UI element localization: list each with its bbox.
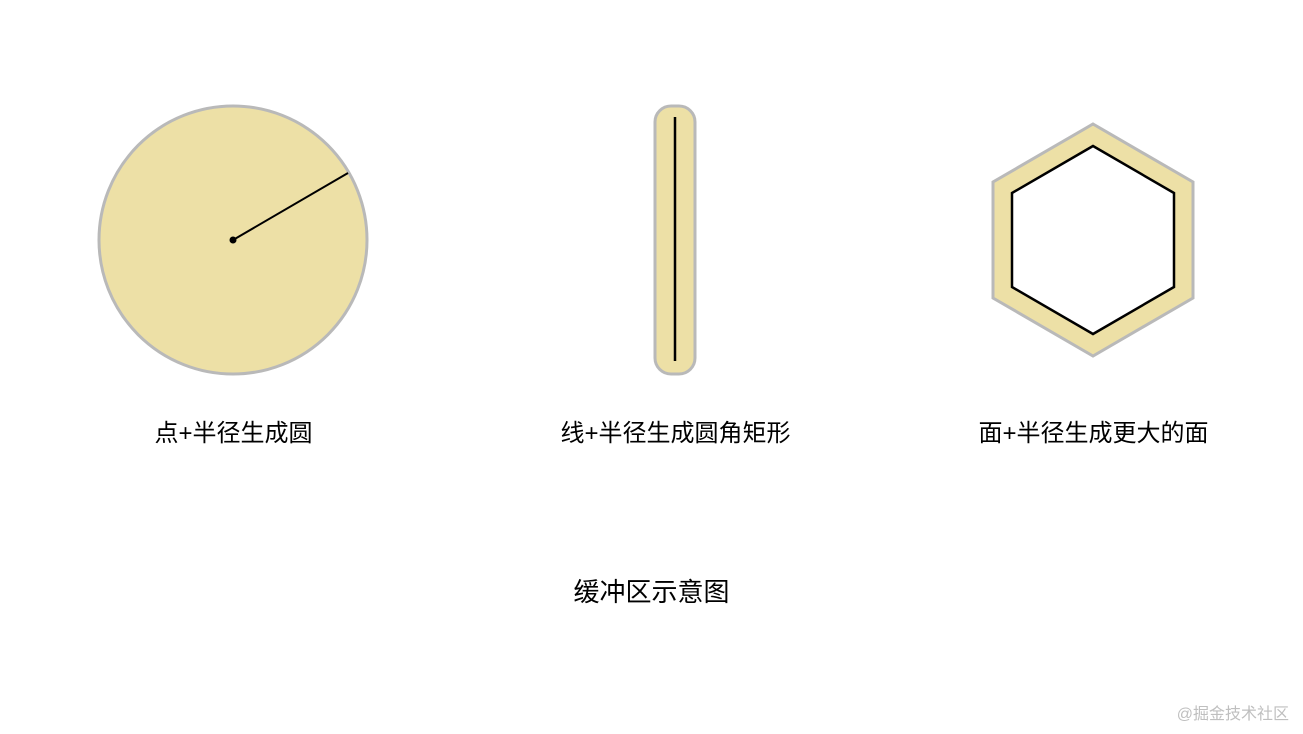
watermark: @掘金技术社区 (1177, 700, 1289, 724)
panels-row: 点+半径生成圆 线+半径生成圆角矩形 面+半径生成更大的面 (0, 0, 1303, 448)
shape-polygon (977, 95, 1209, 385)
panel-point: 点+半径生成圆 (93, 95, 373, 448)
panel-line: 线+半径生成圆角矩形 (560, 95, 790, 448)
shape-line (652, 95, 698, 385)
label-polygon: 面+半径生成更大的面 (978, 413, 1208, 448)
polygon-buffer-svg (977, 118, 1209, 362)
shape-point (93, 95, 373, 385)
point-buffer-svg (93, 100, 373, 380)
label-line: 线+半径生成圆角矩形 (560, 413, 790, 448)
point-center-dot (230, 237, 237, 244)
diagram-title: 缓冲区示意图 (0, 572, 1303, 609)
line-buffer-svg (652, 103, 698, 377)
label-point: 点+半径生成圆 (154, 413, 312, 448)
panel-polygon: 面+半径生成更大的面 (977, 95, 1209, 448)
